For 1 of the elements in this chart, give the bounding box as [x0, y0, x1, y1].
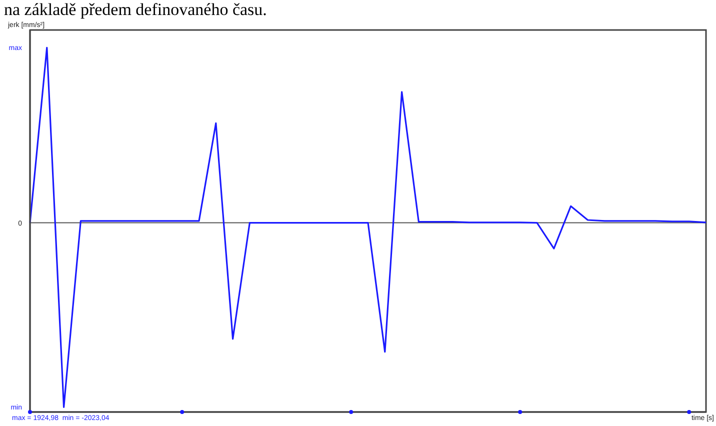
chart-title: na základě předem definovaného času.	[3, 0, 268, 20]
